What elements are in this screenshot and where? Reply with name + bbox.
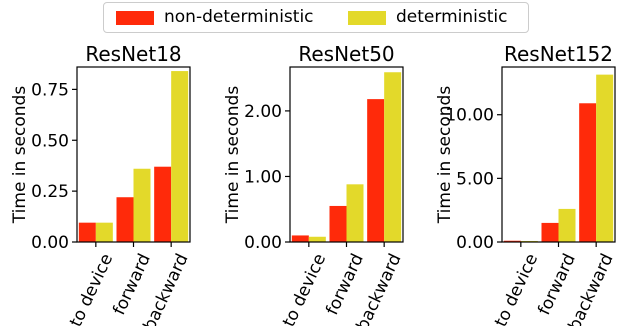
bar-2-2-2: [346, 184, 364, 242]
xtick-label-3-1: to device: [491, 251, 542, 326]
ylabel-1: Time in seconds: [10, 86, 30, 225]
ytick-label-3-2: 5.00: [456, 169, 494, 189]
chart-title-1: ResNet18: [85, 42, 181, 66]
bar-2-2-1: [329, 205, 347, 242]
ytick-label-2-3: 2.00: [244, 102, 282, 122]
ytick-label-1-2: 0.25: [31, 182, 69, 202]
legend-label-deterministic: deterministic: [396, 7, 508, 27]
xtick-label-1-1: to device: [66, 251, 117, 326]
bar-2-1-1: [291, 235, 309, 242]
bar-2-3-1: [367, 99, 385, 242]
bar-1-3-2: [171, 71, 189, 243]
ytick-label-3-3: 10.00: [445, 106, 494, 126]
ytick-label-1-4: 0.75: [31, 80, 69, 100]
bar-1-1-2: [95, 222, 113, 242]
ytick-label-1-3: 0.50: [31, 131, 69, 151]
bar-3-1-1: [503, 240, 521, 242]
bar-1-1-1: [78, 222, 96, 242]
bar-3-2-2: [558, 208, 576, 242]
bar-1-3-1: [154, 166, 172, 242]
legend: non-deterministic deterministic: [103, 2, 529, 33]
ylabel-2: Time in seconds: [223, 86, 243, 225]
bar-1-2-2: [133, 168, 151, 242]
bar-2-3-2: [384, 72, 402, 243]
bar-3-2-1: [541, 222, 559, 242]
legend-label-non-deterministic: non-deterministic: [164, 7, 314, 27]
ytick-label-2-1: 0.00: [244, 233, 282, 253]
ytick-label-1-1: 0.00: [31, 233, 69, 253]
legend-swatch-non-deterministic: [116, 11, 154, 25]
chart-title-3: ResNet152: [504, 42, 613, 66]
ytick-label-3-1: 0.00: [456, 233, 494, 253]
bar-3-3-1: [579, 103, 597, 242]
legend-swatch-deterministic: [348, 11, 386, 25]
chart-title-2: ResNet50: [298, 42, 394, 66]
ytick-label-2-2: 1.00: [244, 167, 282, 187]
bar-2-1-2: [308, 236, 326, 242]
bar-3-3-2: [596, 74, 614, 243]
bar-1-2-1: [116, 197, 134, 242]
xtick-label-2-1: to device: [279, 251, 330, 326]
ylabel-3: Time in seconds: [435, 86, 455, 225]
